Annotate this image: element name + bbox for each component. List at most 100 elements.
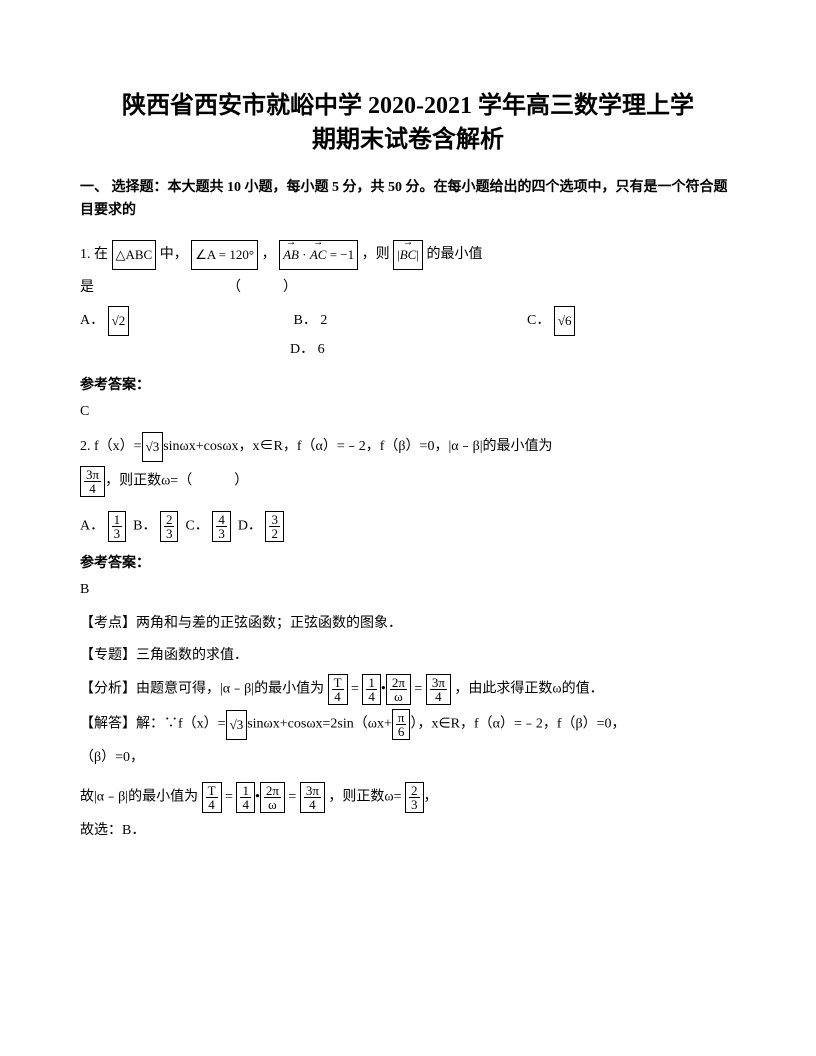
q1-answer-label: 参考答案： [80,374,736,394]
vec-dot: AB · AC = −1 [279,240,358,270]
title-line2: 期期末试卷含解析 [312,127,504,153]
q2-answer-label: 参考答案： [80,552,736,572]
page-title: 陕西省西安市就峪中学 2020-2021 学年高三数学理上学 期期末试卷含解析 [80,90,736,157]
sqrt3-icon: √3 [142,432,164,462]
q2-optB-frac: 2 3 [160,511,179,542]
optB-val: 2 [320,307,327,335]
q2-stem-line2: 3π 4 ，则正数ω=（ ） [80,466,736,497]
res-frac: 2 3 [405,782,424,813]
fx2b-den: ω [390,690,407,703]
numA: 1 [112,513,123,527]
fx-b: ，由此求得正数ω的值． [454,682,603,697]
q2-jieda: 【解答】解：∵f（x）=√3sinωx+cosωx=2sin（ωx+ π 6 ）… [80,709,736,740]
numD: 3 [269,513,280,527]
res-txt: ，则正数ω= [328,790,401,805]
gu-eq2: = [288,790,296,805]
q2-stem-b: sinωx+cosωx，x∈R，f（α）=﹣2，f（β）=0，|α﹣β|的最小值… [163,439,552,454]
gu2a-num: 1 [240,784,251,798]
fx2b-num: 2π [390,676,407,690]
q1-mid1: 中， [160,247,188,262]
q2-optD-frac: 3 2 [265,511,284,542]
q1-mid3: ，则 [362,247,394,262]
numC: 4 [216,513,227,527]
fx2a-den: 4 [366,690,377,703]
frac-num: 3π [84,468,101,482]
q2-optC-label: C． [185,519,208,534]
frac-den: 4 [84,482,101,495]
q1-stem-line2: 是 （ ） [80,274,736,302]
frac-3pi-4: 3π 4 [80,466,105,497]
gu2b-den: ω [264,798,281,811]
gu-f2a: 1 4 [236,782,255,813]
q2-guxuan: 故选：B． [80,817,736,845]
res-tail: ， [424,790,438,805]
q1-options-row2: D． 6 [80,336,736,364]
optD-label: D． [290,342,314,357]
fx-eq2: = [414,682,422,697]
jd-a: 【解答】解：∵f（x）= [80,717,226,732]
q2-optA-frac: 1 3 [108,511,127,542]
optA-val: √2 [108,306,130,336]
q2-answer: B [80,582,736,598]
jd-c: ），x∈R，f（α）=﹣2，f（β）=0， [410,717,625,732]
q2-optA-label: A． [80,519,104,534]
fx-a: 【分析】由题意可得，|α﹣β|的最小值为 [80,682,324,697]
gu-a: 故|α﹣β|的最小值为 [80,790,198,805]
q2-optB-label: B． [133,519,156,534]
q1-mid2: ， [262,247,276,262]
title-line1: 陕西省西安市就峪中学 2020-2021 学年高三数学理上学 [122,93,694,119]
q2-stem-c: ，则正数ω=（ ） [105,474,248,489]
jd-pi6: π 6 [392,709,411,740]
bc-mag: |BC| [393,240,423,270]
fx-f2a: 1 4 [362,674,381,705]
q1-mid4: 的最小值 [426,247,482,262]
q2-options: A． 1 3 B． 2 3 C． 4 3 D． 3 2 [80,511,736,542]
q2-gu: 故|α﹣β|的最小值为 T 4 = 1 4 • 2π ω = 3π 4 ，则正数… [80,782,736,813]
q1-prefix: 1. 在 [80,247,112,262]
fx-3pi4: 3π 4 [426,674,451,705]
optD-val: 6 [318,336,325,364]
fx3-den: 4 [430,690,447,703]
q1-answer: C [80,404,736,420]
q1-optD: D． 6 [290,336,325,364]
q2-stem-a: 2. f（x）= [80,439,142,454]
q2-jieda-line2: （β）=0， [80,744,736,772]
q1-optA: A． √2 [80,306,290,336]
fx2a-num: 1 [366,676,377,690]
gu-T-num: T [206,784,218,798]
fx-eq1: = [351,682,359,697]
gu3-den: 4 [304,798,321,811]
section-heading: 一、 选择题：本大题共 10 小题，每小题 5 分，共 50 分。在每小题给出的… [80,177,736,222]
gu-f2b: 2π ω [260,782,285,813]
sqrt3-icon-2: √3 [226,710,248,740]
gu2b-num: 2π [264,784,281,798]
gu-T-den: 4 [206,798,218,811]
q2-kaodian: 【考点】两角和与差的正弦函数；正弦函数的图象． [80,610,736,638]
optC-label: C． [527,313,550,328]
q2-optD-label: D． [238,519,262,534]
fx-f2b: 2π ω [386,674,411,705]
angle-a: ∠A = 120° [191,240,258,270]
jd-pi6-num: π [396,711,407,725]
triangle-abc: △ABC [112,240,157,270]
optC-val: √6 [554,306,576,336]
res-den: 3 [409,798,420,811]
q2-stem-line1: 2. f（x）=√3sinωx+cosωx，x∈R，f（α）=﹣2，f（β）=0… [80,432,736,462]
fx-T-den: 4 [332,690,344,703]
q2-fenxi: 【分析】由题意可得，|α﹣β|的最小值为 T 4 = 1 4 • 2π ω = … [80,674,736,705]
q1-optC: C． √6 [527,306,575,336]
q1-optB: B． 2 [294,307,524,335]
numB: 2 [164,513,175,527]
q1-options-row1: A． √2 B． 2 C． √6 [80,306,736,336]
jd-pi6-den: 6 [396,725,407,738]
gu-eq1: = [225,790,233,805]
gu3-num: 3π [304,784,321,798]
optA-label: A． [80,313,104,328]
gu-T4: T 4 [202,782,222,813]
denB: 3 [164,527,175,540]
gu2a-den: 4 [240,798,251,811]
fx-T4: T 4 [328,674,348,705]
q2-optC-frac: 4 3 [212,511,231,542]
q2-zhuanti: 【专题】三角函数的求值． [80,642,736,670]
denC: 3 [216,527,227,540]
